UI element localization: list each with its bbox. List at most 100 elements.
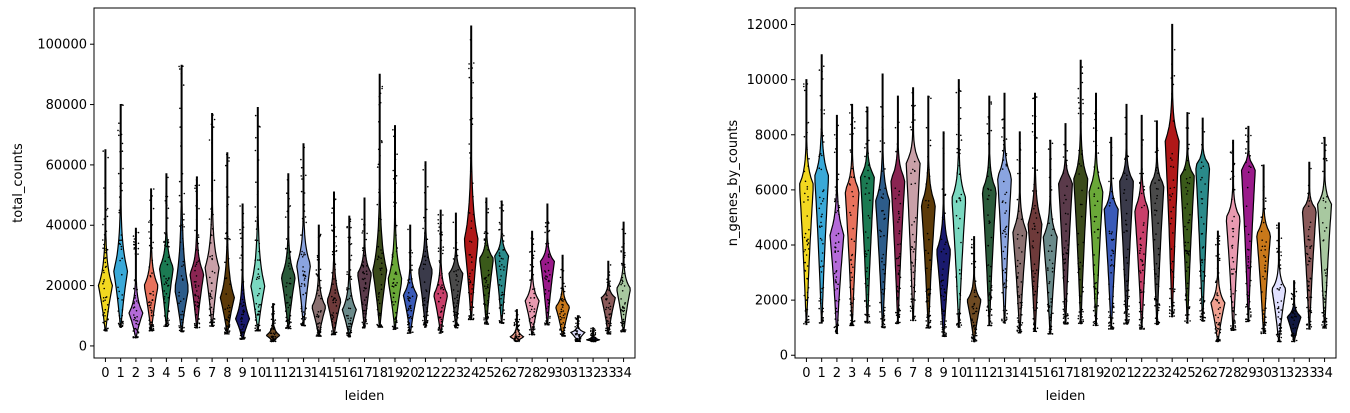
strip-point (333, 246, 336, 249)
y-tick-label: 100000 (37, 38, 87, 53)
strip-point (803, 201, 805, 203)
strip-point (1278, 245, 1281, 248)
strip-point (1067, 249, 1069, 251)
x-tick-label-1: 1 (117, 366, 125, 381)
strip-point (1032, 285, 1034, 288)
violin-strip-29 (544, 221, 551, 326)
strip-point (257, 268, 260, 270)
strip-point (1094, 118, 1096, 121)
violin-body-7 (905, 87, 921, 322)
strip-point (502, 204, 504, 206)
strip-point (483, 238, 486, 240)
strip-point (1264, 270, 1266, 272)
strip-point (148, 323, 151, 325)
strip-point (211, 321, 214, 324)
strip-point (105, 328, 107, 330)
strip-point (1093, 195, 1095, 198)
strip-point (228, 320, 230, 323)
strip-point (437, 247, 440, 249)
strip-point (1169, 194, 1171, 196)
strip-point (274, 340, 277, 342)
strip-point (455, 255, 457, 257)
strip-point (562, 327, 565, 329)
strip-point (803, 236, 806, 239)
strip-point (1079, 261, 1082, 264)
strip-point (1231, 198, 1233, 201)
strip-point (513, 324, 516, 327)
strip-point (1019, 262, 1021, 265)
strip-point (909, 305, 912, 308)
y-tick-label: 0 (780, 349, 788, 364)
strip-point (930, 268, 932, 271)
strip-point (150, 314, 153, 317)
strip-point (881, 324, 883, 326)
strip-point (457, 290, 459, 293)
strip-point (1154, 322, 1156, 325)
strip-point (165, 278, 167, 280)
x-tick-label-23: 23 (448, 366, 465, 381)
strip-point (378, 296, 380, 298)
strip-point (1143, 291, 1145, 293)
strip-point (894, 126, 897, 129)
strip-point (148, 304, 151, 307)
strip-point (927, 156, 929, 158)
strip-point (1138, 301, 1141, 304)
strip-point (1308, 200, 1311, 202)
strip-point (1324, 294, 1327, 297)
strip-point (1156, 166, 1158, 169)
strip-point (196, 327, 199, 329)
strip-point (1168, 306, 1171, 308)
strip-point (987, 324, 989, 327)
strip-point (1143, 304, 1146, 306)
strip-point (1125, 256, 1128, 259)
strip-point (242, 304, 245, 307)
strip-point (869, 199, 871, 202)
strip-point (408, 305, 411, 308)
strip-point (1250, 279, 1252, 282)
strip-point (346, 334, 348, 336)
violin-strip-26 (498, 200, 506, 325)
strip-point (394, 327, 397, 330)
strip-point (467, 211, 470, 214)
strip-point (865, 110, 867, 113)
strip-point (442, 249, 444, 252)
strip-point (803, 322, 805, 325)
strip-point (1005, 210, 1008, 212)
strip-point (989, 317, 991, 320)
strip-point (834, 246, 836, 248)
strip-point (518, 318, 521, 321)
strip-point (1217, 323, 1219, 326)
strip-point (334, 289, 337, 291)
strip-point (1154, 202, 1156, 205)
strip-point (362, 249, 364, 252)
strip-point (1124, 311, 1126, 313)
strip-point (944, 335, 946, 338)
strip-point (835, 261, 837, 263)
strip-point (256, 216, 259, 219)
violin-body-33 (1301, 161, 1317, 330)
strip-point (1279, 327, 1282, 330)
strip-point (1184, 225, 1186, 228)
strip-point (393, 191, 396, 193)
strip-point (1077, 266, 1080, 268)
violin-strip-12 (284, 179, 292, 330)
strip-point (1279, 339, 1281, 341)
strip-point (1324, 207, 1327, 209)
strip-point (1215, 326, 1217, 329)
strip-point (1126, 262, 1129, 264)
strip-point (1050, 298, 1052, 300)
strip-point (866, 284, 869, 287)
strip-point (1078, 149, 1080, 152)
strip-point (152, 290, 154, 293)
strip-point (132, 336, 135, 339)
strip-point (134, 317, 136, 319)
strip-point (911, 246, 914, 248)
strip-point (1123, 312, 1126, 314)
violin-strip-3 (148, 188, 155, 332)
strip-point (547, 230, 550, 233)
x-tick-label-16: 16 (1042, 366, 1059, 381)
strip-point (439, 261, 441, 264)
strip-point (503, 301, 505, 304)
strip-point (485, 316, 488, 319)
